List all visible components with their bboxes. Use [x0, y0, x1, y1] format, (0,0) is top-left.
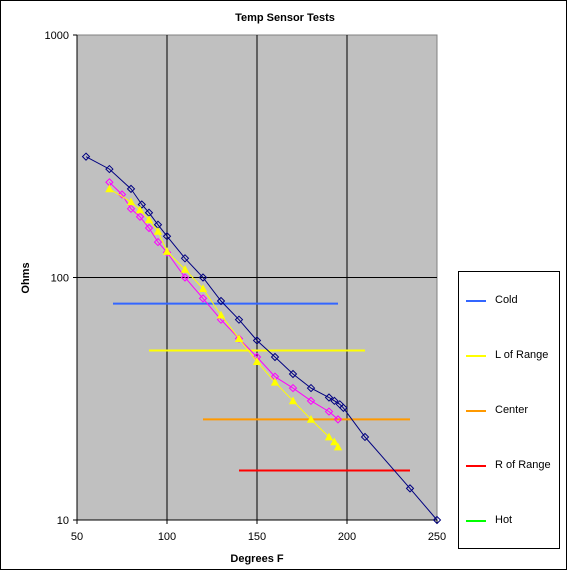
data-point — [306, 415, 316, 423]
legend-swatch — [466, 355, 486, 357]
data-point — [288, 396, 298, 405]
data-point — [135, 212, 145, 221]
data-point — [306, 383, 316, 393]
data-point — [137, 200, 147, 209]
legend-item: L of Range — [459, 346, 559, 366]
data-point — [180, 254, 190, 263]
data-point — [126, 197, 136, 206]
data-point — [198, 273, 208, 282]
data-point — [153, 227, 163, 235]
data-point — [330, 437, 339, 446]
data-point — [333, 415, 343, 424]
data-point — [234, 334, 244, 343]
x-tick-label: 250 — [428, 531, 446, 543]
y-tick-label: 1000 — [45, 30, 69, 42]
data-point — [330, 396, 339, 406]
data-point — [432, 515, 442, 525]
legend-item: Cold — [459, 291, 559, 311]
x-tick-label: 50 — [71, 531, 83, 543]
plot-area: 50 100 150 200 250 10 100 1000 — [45, 30, 447, 543]
data-point — [252, 336, 262, 345]
data-point — [144, 223, 154, 233]
legend-item: Hot — [459, 511, 559, 531]
y-tick-label: 100 — [51, 273, 69, 285]
data-point — [339, 403, 348, 413]
data-point — [162, 248, 172, 257]
data-point — [105, 184, 114, 193]
data-point — [162, 232, 172, 241]
legend-label: R of Range — [495, 459, 551, 471]
legend-item: R of Range — [459, 456, 559, 476]
data-point — [333, 442, 343, 451]
chart-title: Temp Sensor Tests — [235, 12, 335, 24]
data-point — [198, 294, 208, 303]
data-point — [117, 190, 127, 199]
data-point — [105, 164, 114, 174]
data-point — [360, 432, 370, 442]
data-point — [198, 284, 208, 292]
x-tick-label: 100 — [158, 531, 176, 543]
data-point — [288, 369, 298, 379]
y-axis-label: Ohms — [20, 262, 32, 293]
data-point — [270, 377, 280, 386]
measured-line — [109, 181, 339, 420]
data-point — [135, 205, 145, 214]
legend-item: Center — [459, 401, 559, 421]
legend-swatch — [466, 410, 486, 412]
legend-swatch — [466, 520, 486, 522]
data-point — [81, 152, 91, 161]
data-point — [144, 215, 154, 224]
data-point — [324, 432, 334, 441]
data-point — [270, 352, 280, 362]
x-tick-label: 150 — [248, 531, 266, 543]
data-point — [180, 265, 190, 273]
data-point — [324, 407, 334, 416]
x-axis-label: Degrees F — [230, 553, 283, 565]
data-point — [405, 484, 415, 493]
data-point — [126, 184, 136, 194]
data-point — [252, 357, 262, 365]
data-point — [234, 334, 244, 342]
data-point — [162, 247, 172, 255]
data-point — [153, 237, 163, 247]
data-point — [306, 396, 316, 406]
data-point — [180, 273, 190, 282]
legend-label: Center — [495, 404, 529, 416]
legend-swatch — [466, 465, 486, 467]
legend-label: L of Range — [495, 349, 549, 361]
data-point — [288, 383, 298, 393]
legend-label: Hot — [495, 514, 513, 526]
y-tick-label: 10 — [57, 515, 69, 527]
legend-swatch — [466, 300, 486, 302]
data-point — [216, 310, 226, 319]
legend-label: Cold — [495, 294, 518, 306]
data-point — [216, 296, 226, 306]
legend: Cold L of Range Center R of Range Hot — [458, 271, 560, 549]
x-tick-label: 200 — [338, 531, 356, 543]
data-point — [234, 315, 244, 324]
data-point — [324, 393, 334, 402]
data-point — [126, 204, 136, 214]
